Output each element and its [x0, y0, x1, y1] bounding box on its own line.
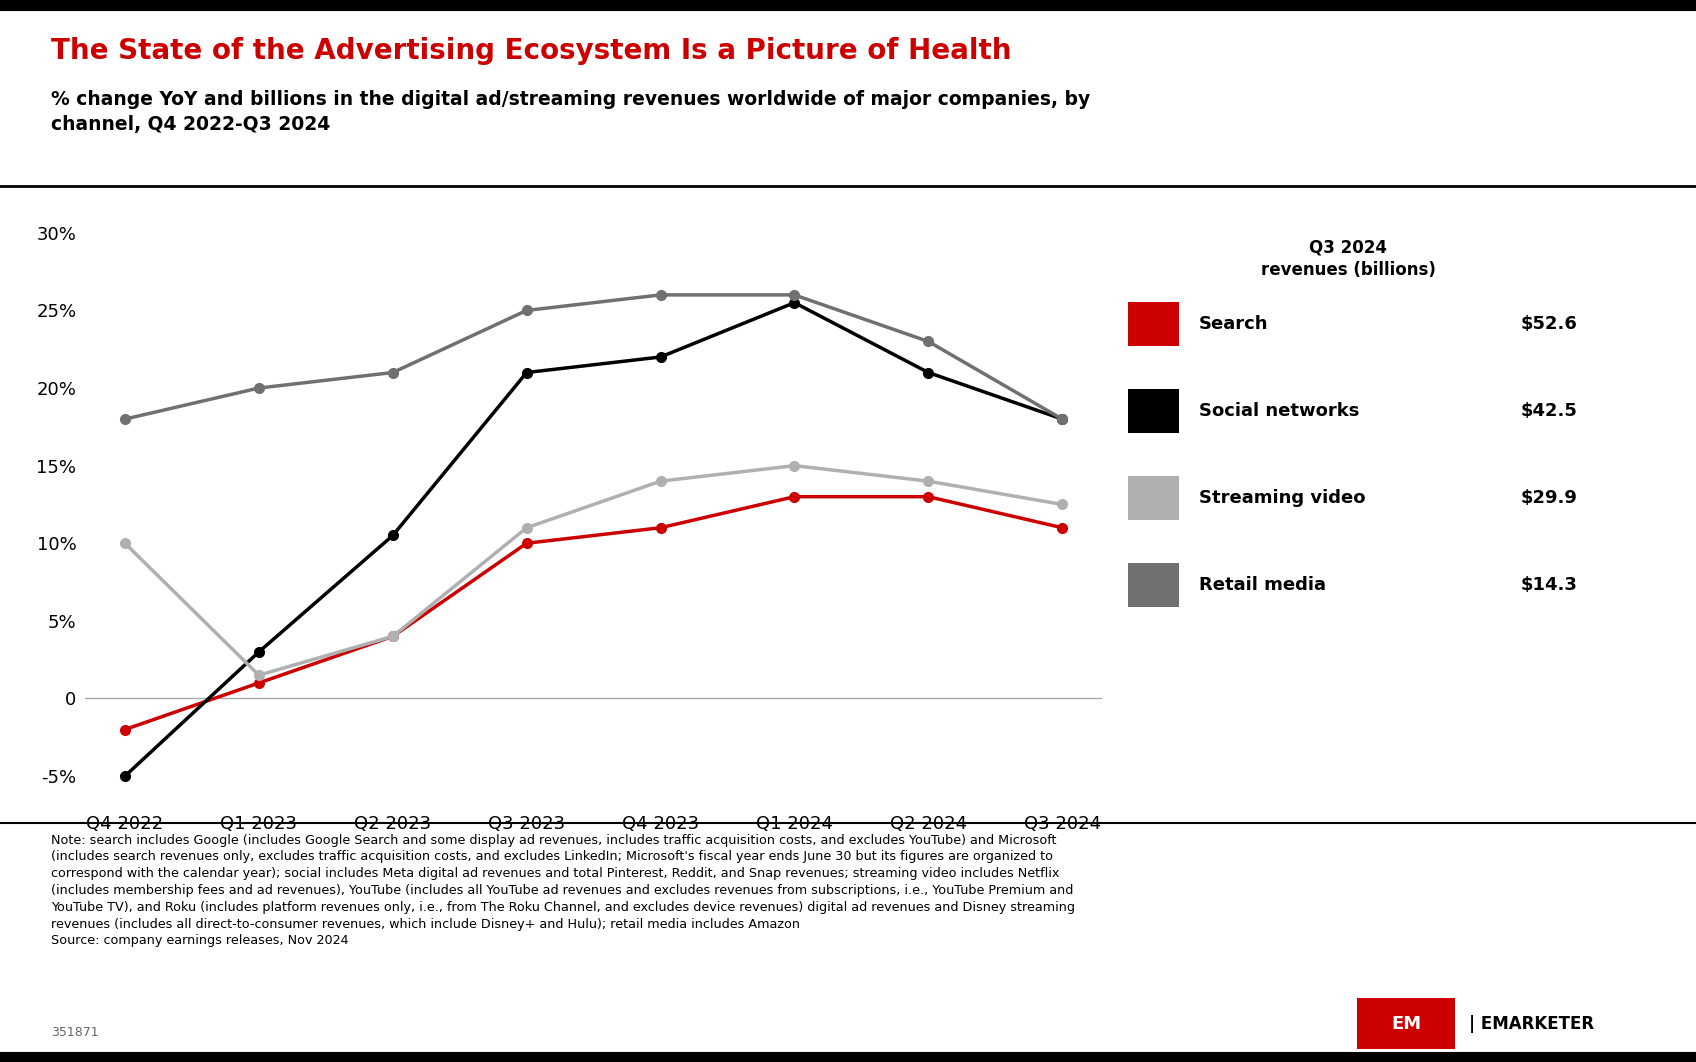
Text: $14.3: $14.3 [1520, 577, 1577, 594]
Text: | EMARKETER: | EMARKETER [1469, 1015, 1594, 1032]
Text: Streaming video: Streaming video [1199, 490, 1365, 507]
Text: Retail media: Retail media [1199, 577, 1326, 594]
Text: Social networks: Social networks [1199, 402, 1360, 419]
Text: Q3 2024
revenues (billions): Q3 2024 revenues (billions) [1260, 239, 1437, 279]
Text: Search: Search [1199, 315, 1269, 332]
Text: EM: EM [1391, 1015, 1421, 1032]
Text: The State of the Advertising Ecosystem Is a Picture of Health: The State of the Advertising Ecosystem I… [51, 37, 1011, 65]
Text: Note: search includes Google (includes Google Search and some display ad revenue: Note: search includes Google (includes G… [51, 834, 1075, 947]
Text: $42.5: $42.5 [1520, 402, 1577, 419]
Text: % change YoY and billions in the digital ad/streaming revenues worldwide of majo: % change YoY and billions in the digital… [51, 90, 1091, 134]
Text: $29.9: $29.9 [1520, 490, 1577, 507]
Text: 351871: 351871 [51, 1026, 98, 1039]
Text: $52.6: $52.6 [1520, 315, 1577, 332]
